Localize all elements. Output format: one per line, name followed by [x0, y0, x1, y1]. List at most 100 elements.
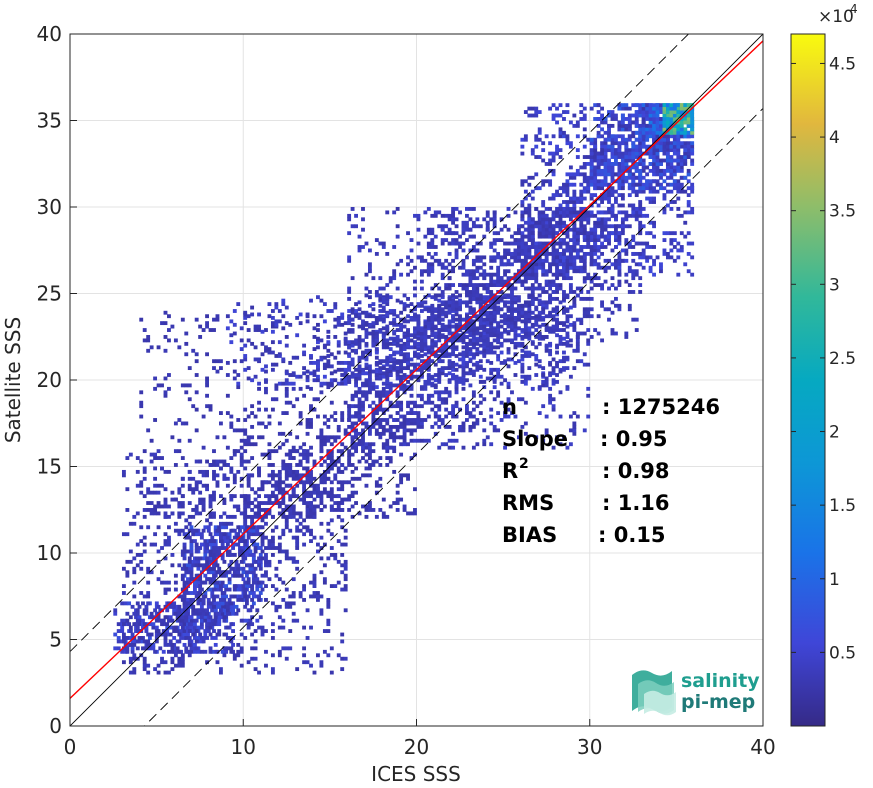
density-cell	[371, 414, 376, 419]
density-cell	[617, 269, 622, 274]
density-cell	[537, 213, 542, 218]
density-cell	[125, 559, 130, 564]
density-cell	[371, 335, 376, 339]
density-cell	[492, 283, 497, 287]
density-cell	[437, 210, 442, 215]
density-cell	[212, 490, 216, 495]
density-cell	[347, 309, 352, 313]
density-cell	[665, 231, 670, 236]
density-cell	[142, 469, 147, 474]
density-cell	[603, 175, 608, 180]
density-cell	[558, 130, 563, 135]
density-cell	[218, 670, 223, 675]
density-cell	[665, 134, 670, 139]
density-cell	[187, 580, 192, 585]
density-cell	[402, 355, 407, 360]
density-cell	[270, 636, 275, 640]
density-cell	[218, 421, 223, 426]
density-cell	[534, 106, 539, 111]
density-cell	[381, 341, 386, 346]
density-cell	[600, 120, 605, 125]
density-cell	[246, 494, 251, 499]
density-cell	[250, 646, 255, 651]
density-cell	[156, 663, 161, 668]
density-cell	[541, 227, 546, 232]
density-cell	[212, 463, 216, 467]
density-cell	[229, 649, 234, 654]
density-cell	[134, 615, 138, 620]
density-cell	[672, 134, 677, 139]
density-cell	[227, 580, 232, 585]
density-cell	[440, 310, 445, 315]
density-cell	[641, 165, 646, 170]
density-cell	[229, 456, 234, 460]
density-cell	[198, 501, 203, 505]
density-cell	[672, 127, 677, 132]
density-cell	[593, 151, 598, 156]
density-cell	[132, 670, 137, 675]
density-cell	[255, 618, 260, 623]
density-cell	[620, 158, 625, 163]
density-cell	[499, 319, 504, 324]
density-cell	[527, 326, 532, 331]
density-cell	[312, 459, 317, 464]
density-cell	[631, 151, 636, 156]
density-cell	[510, 293, 514, 298]
density-cell	[163, 532, 168, 537]
density-cell	[371, 508, 376, 512]
density-cell	[638, 144, 643, 149]
density-cell	[172, 629, 177, 633]
density-cell	[568, 144, 573, 149]
density-cell	[607, 265, 611, 270]
density-cell	[156, 456, 161, 460]
density-cell	[541, 245, 546, 249]
density-cell	[513, 315, 518, 320]
density-cell	[482, 305, 487, 310]
density-cell	[388, 435, 393, 440]
density-cell	[253, 328, 258, 332]
density-cell	[246, 328, 251, 332]
density-cell	[239, 428, 244, 433]
density-cell	[354, 309, 358, 313]
density-cell	[312, 373, 317, 377]
density-cell	[617, 127, 622, 132]
density-cell	[142, 660, 147, 665]
density-cell	[419, 335, 424, 339]
density-cell	[541, 269, 546, 274]
density-cell	[217, 618, 222, 623]
density-cell	[374, 459, 379, 464]
density-cell	[454, 312, 459, 317]
density-cell	[248, 553, 253, 557]
density-cell	[562, 290, 566, 294]
density-cell	[572, 203, 577, 208]
density-cell	[614, 286, 618, 291]
density-cell	[173, 449, 178, 454]
density-cell	[243, 501, 248, 505]
density-cell	[534, 357, 539, 362]
density-cell	[357, 511, 362, 516]
density-cell	[527, 106, 532, 111]
density-cell	[154, 601, 159, 606]
density-cell	[257, 487, 261, 492]
density-cell	[371, 329, 376, 334]
density-cell	[620, 248, 625, 253]
density-cell	[652, 200, 656, 204]
density-cell	[676, 158, 681, 163]
density-cell	[336, 367, 341, 372]
density-cell	[406, 473, 410, 478]
density-cell	[163, 511, 168, 516]
density-cell	[305, 319, 310, 324]
density-cell	[364, 514, 369, 519]
density-cell	[575, 238, 580, 242]
density-cell	[243, 407, 248, 412]
density-cell	[333, 305, 338, 310]
density-cell	[634, 207, 639, 211]
density-cell	[153, 452, 158, 457]
density-cell	[212, 587, 216, 592]
density-cell	[683, 262, 688, 267]
density-cell	[690, 127, 695, 132]
density-cell	[652, 220, 656, 225]
density-cell	[198, 563, 203, 568]
density-cell	[236, 385, 241, 390]
density-cell	[160, 466, 164, 471]
